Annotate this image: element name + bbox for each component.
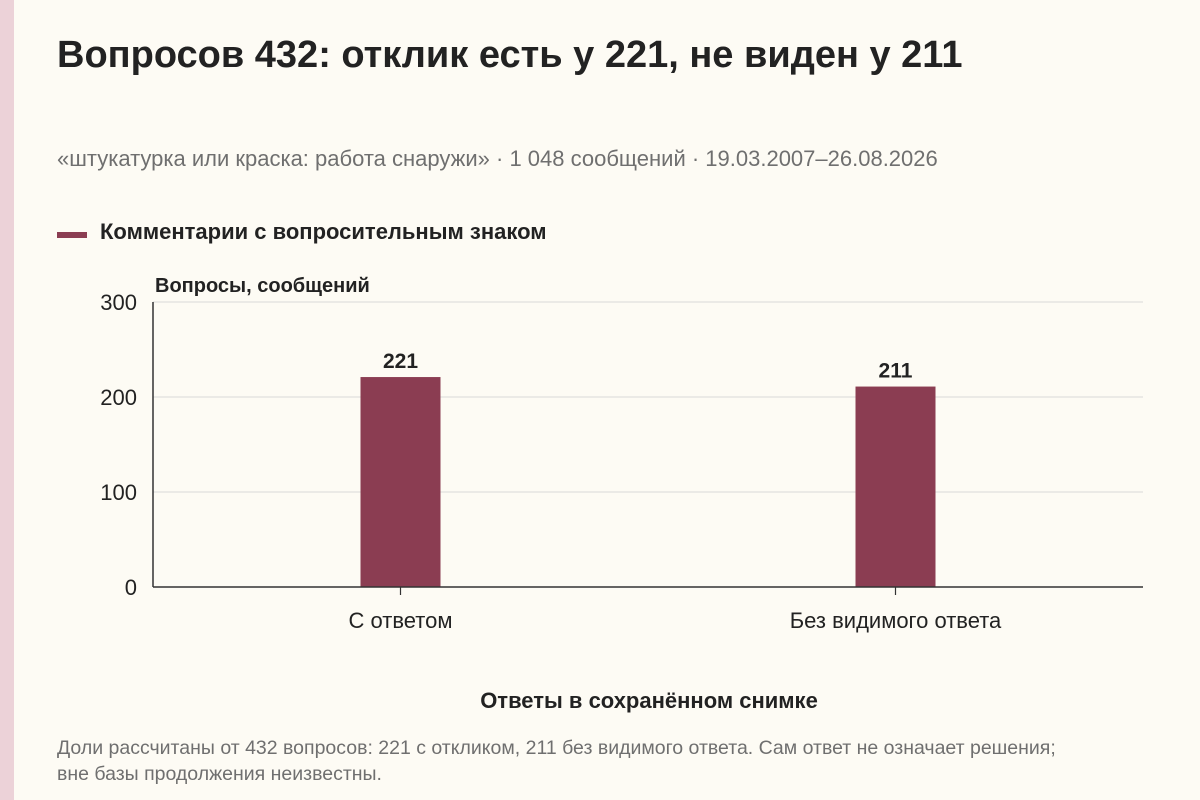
- legend-label: Комментарии с вопросительным знаком: [100, 219, 547, 244]
- bar-value-label: 221: [383, 350, 418, 373]
- y-axis-title: Вопросы, сообщений: [155, 275, 370, 297]
- bar-chart: 0 100 200 300 221 211 С ответом Без видимого …: [100, 275, 1143, 713]
- bars: 221 211: [360, 350, 936, 587]
- legend: Комментарии с вопросительным знаком: [57, 219, 547, 245]
- gridlines: [153, 301, 1143, 493]
- bar-value-label: 211: [879, 360, 913, 383]
- chart-title: Вопросов 432: отклик есть у 221, не виде…: [57, 34, 963, 76]
- legend-swatch: [57, 232, 87, 238]
- y-tick-label: 200: [100, 385, 137, 410]
- x-axis: С ответом Без видимого ответа: [153, 586, 1143, 633]
- chart-subtitle: «штукатурка или краска: работа снаружи» …: [57, 146, 938, 171]
- bar: [855, 386, 936, 587]
- y-tick-label: 100: [100, 480, 137, 505]
- y-tick-label: 300: [100, 290, 137, 315]
- x-tick-label: С ответом: [349, 608, 453, 633]
- footnote: Доли рассчитаны от 432 вопросов: 221 с о…: [57, 737, 1056, 785]
- x-axis-title: Ответы в сохранённом снимке: [480, 688, 818, 713]
- y-axis: 0 100 200 300: [100, 290, 154, 600]
- x-tick-label: Без видимого ответа: [790, 608, 1002, 633]
- bar: [360, 377, 441, 587]
- y-tick-label: 0: [125, 575, 137, 600]
- accent-strip: [0, 0, 14, 800]
